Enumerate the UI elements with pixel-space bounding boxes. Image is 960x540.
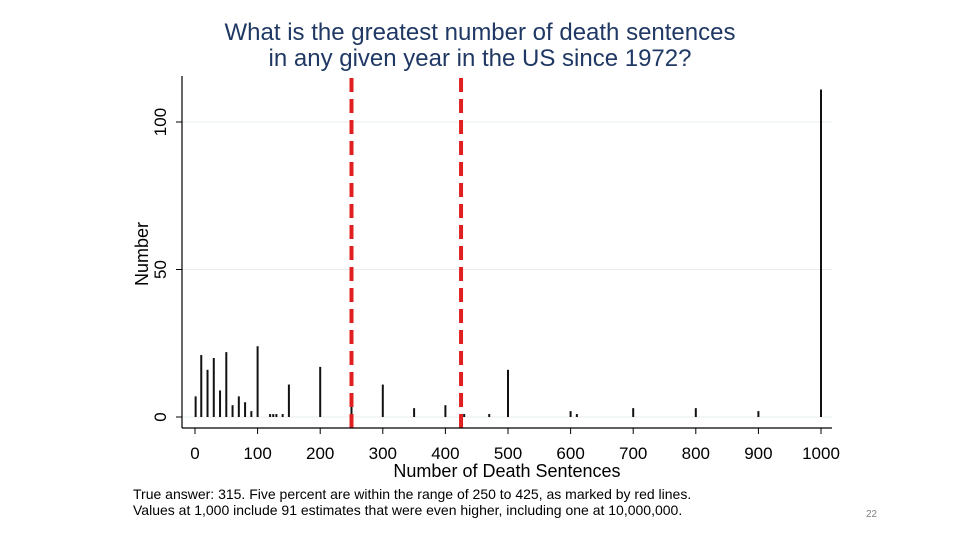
x-tick-label-800: 800 (682, 444, 710, 463)
x-tick-label-900: 900 (744, 444, 772, 463)
title-line-1: What is the greatest number of death sen… (224, 19, 736, 46)
y-tick-label-100: 100 (151, 108, 170, 136)
bars-layer (194, 89, 822, 417)
x-tick-label-0: 0 (190, 444, 199, 463)
x-tick-label-400: 400 (431, 444, 459, 463)
x-tick-label-300: 300 (369, 444, 397, 463)
caption: True answer: 315. Five percent are withi… (133, 486, 691, 518)
x-tick-label-200: 200 (306, 444, 334, 463)
x-tick-label-1000: 1000 (802, 444, 840, 463)
axes: 0 100 200 300 400 500 600 700 800 900 1000 0 50 100 Nu… (132, 76, 840, 481)
y-axis-title: Number (132, 222, 152, 286)
y-tick-label-0: 0 (151, 412, 170, 421)
y-tick-label-50: 50 (151, 260, 170, 279)
x-tick-label-700: 700 (619, 444, 647, 463)
x-tick-label-600: 600 (556, 444, 584, 463)
x-tick-label-500: 500 (494, 444, 522, 463)
x-axis-title: Number of Death Sentences (393, 461, 620, 481)
reference-lines (349, 78, 464, 428)
page-number: 22 (866, 509, 878, 520)
x-tick-label-100: 100 (243, 444, 271, 463)
title-line-2: in any given year in the US since 1972? (268, 45, 692, 72)
slide-title: What is the greatest number of death sen… (150, 20, 810, 72)
caption-line-1: True answer: 315. Five percent are withi… (133, 486, 692, 502)
caption-line-2: Values at 1,000 include 91 estimates tha… (133, 502, 683, 518)
